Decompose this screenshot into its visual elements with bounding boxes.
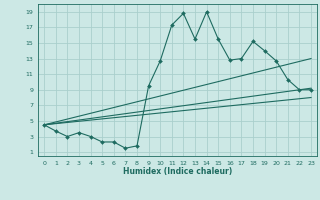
X-axis label: Humidex (Indice chaleur): Humidex (Indice chaleur) — [123, 167, 232, 176]
